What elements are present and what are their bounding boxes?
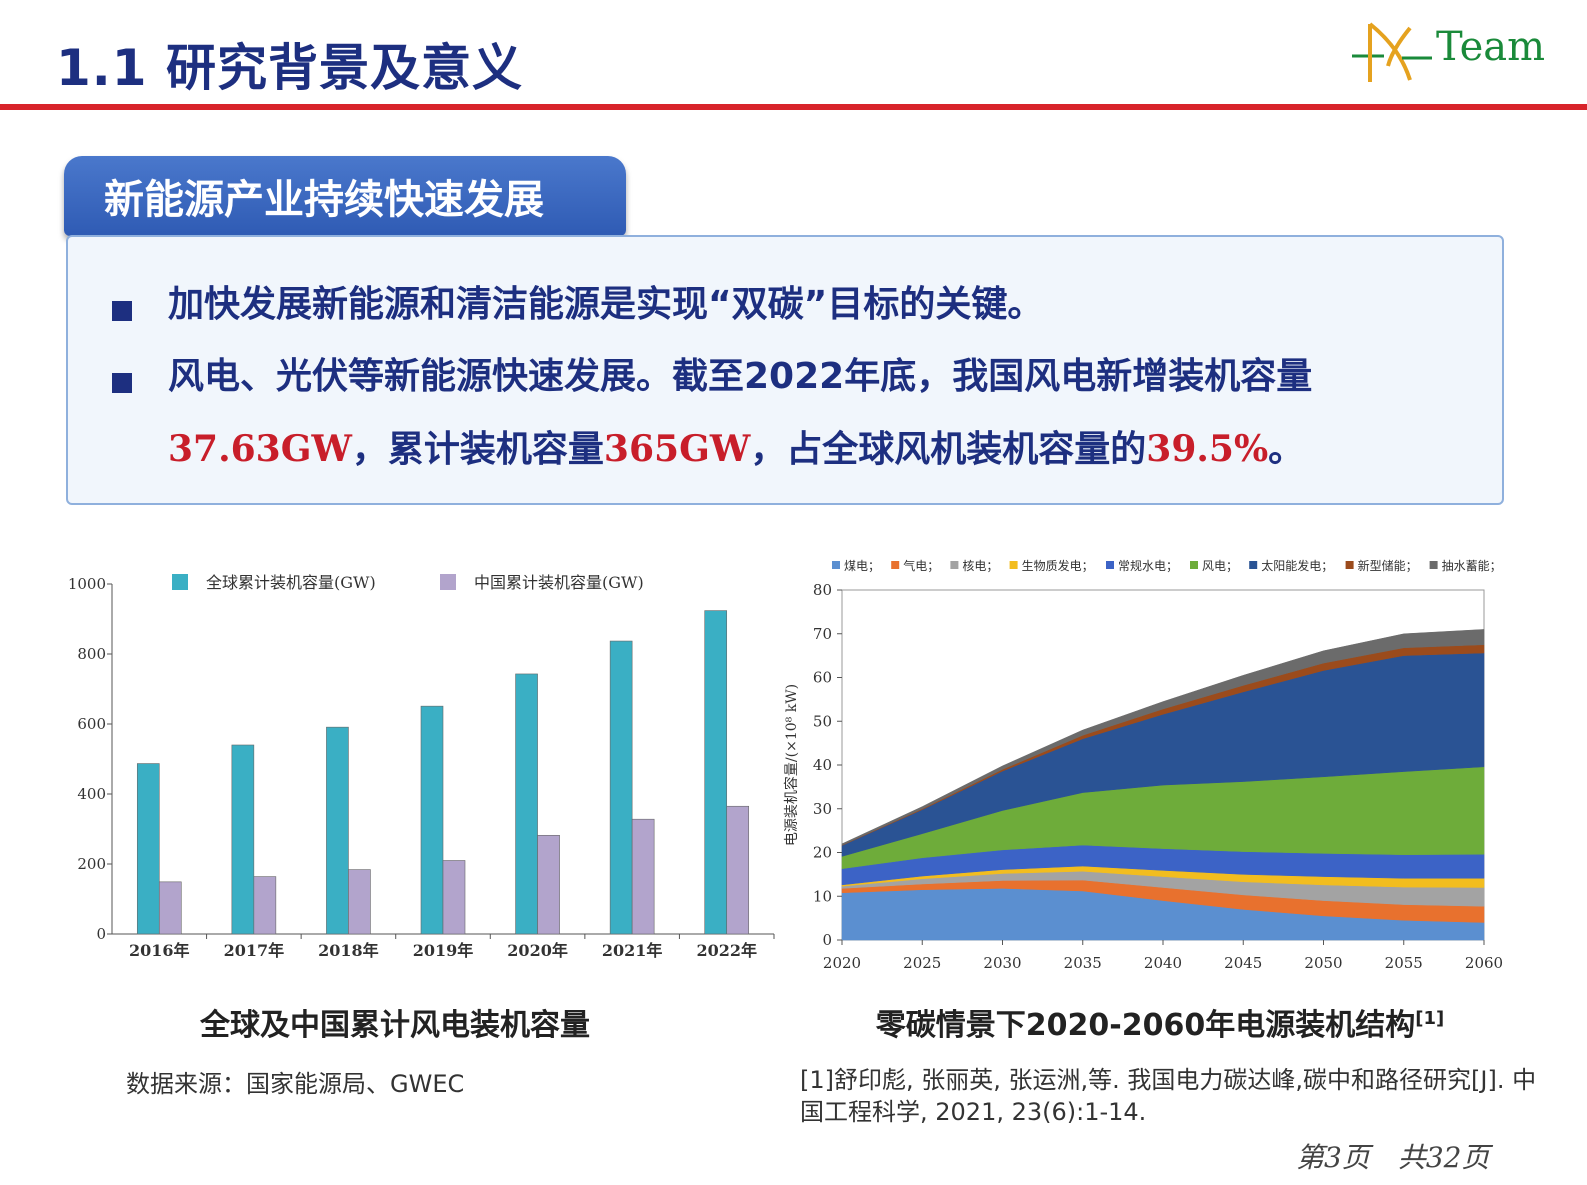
legend-label: 风电； [1202,559,1238,573]
y-tick-label: 0 [96,925,106,943]
legend-swatch [1190,561,1198,569]
x-tick-label: 2016年 [129,941,190,960]
x-tick-label: 2030 [983,954,1021,972]
bar [348,869,371,935]
legend-label: 太阳能发电； [1261,558,1333,573]
y-axis-label: 电源装机容量/(×10⁸ kW) [783,684,800,846]
section-label: 新能源产业持续快速发展 [104,177,544,223]
wind-capacity-bar-chart: 0 200 400 600 800 1000 2016年 2017年 2018年 2019年 202… [68,573,775,960]
x-tick-label: 2045 [1224,954,1262,972]
x-tick-label: 2055 [1385,954,1423,972]
bar [631,818,655,935]
bullet-text: 加快发展新能源和清洁能源是实现“双碳”目标的关键。 [168,284,1044,325]
data-source-note: 数据来源：国家能源局、GWEC [126,1070,465,1098]
content-box: 加快发展新能源和清洁能源是实现“双碳”目标的关键。 风电、光伏等新能源快速发展。… [66,235,1504,505]
bar [158,881,182,935]
new-capacity-value: 37.63GW [168,428,352,470]
bullet-item: 风电、光伏等新能源快速发展。截至2022年底，我国风电新增装机容量 37.63GW… [112,356,1488,486]
legend-label: 生物质发电； [1022,558,1094,573]
legend-swatch [950,561,959,569]
y-tick-label: 0 [822,931,832,949]
bar [704,610,728,935]
bullet-text-part: 。 [1268,429,1305,470]
section-tab: 新能源产业持续快速发展 [64,156,626,236]
legend-label: 全球累计装机容量(GW) [206,573,376,592]
bar [253,876,277,935]
bullet-text-part: ，累计装机容量 [351,429,604,470]
x-tick-label: 2018年 [318,941,379,960]
bullet-text-part: ，占全球风机装机容量的 [750,429,1147,470]
bar [136,763,160,935]
slide-title: 1.1 研究背景及意义 [56,39,523,97]
legend-label: 中国累计装机容量(GW) [474,573,644,592]
page-number: 第3页 共32页 [1296,1141,1490,1174]
x-tick-label: 2050 [1304,954,1342,972]
y-tick-label: 10 [813,887,832,905]
x-tick-label: 2035 [1064,954,1102,972]
y-tick-label: 70 [813,625,832,643]
legend-swatch [1249,561,1258,569]
legend-label: 常规水电； [1118,558,1178,573]
right-chart-caption: 零碳情景下2020-2060年电源装机结构[1] [800,1000,1520,1044]
legend-swatch [172,574,188,590]
y-tick-label: 50 [813,712,832,730]
bar [420,705,444,935]
x-tick-label: 2025 [903,954,941,972]
team-logo [1352,22,1432,82]
x-tick-label: 2019年 [413,941,474,960]
legend-swatch [1429,561,1438,569]
legend-label: 煤电； [844,559,880,573]
legend-label: 新型储能； [1358,558,1418,573]
x-tick-label: 2020年 [507,941,568,960]
y-tick-label: 40 [813,756,832,774]
x-tick-label: 2040 [1144,954,1182,972]
legend-swatch [440,574,456,590]
right-caption-text: 零碳情景下2020-2060年电源装机结构 [875,1008,1416,1043]
legend-swatch [832,561,840,569]
y-tick-label: 600 [77,715,106,733]
legend-label: 核电； [962,559,998,573]
logo-text: Team [1436,24,1546,70]
bullet-item: 加快发展新能源和清洁能源是实现“双碳”目标的关键。 [112,284,1488,341]
legend-label: 抽水蓄能； [1442,559,1502,573]
y-tick-label: 30 [813,800,832,818]
legend-swatch [1106,561,1114,569]
y-tick-label: 60 [813,669,832,687]
x-tick-label: 2017年 [224,941,285,960]
bar [726,805,750,935]
bar [231,744,255,935]
legend-label: 气电； [903,558,939,573]
y-tick-label: 800 [77,645,106,663]
header-divider [0,104,1587,110]
bullet-square-icon [112,301,132,321]
bar [326,726,349,935]
reference-note: [1]舒印彪, 张丽英, 张运洲,等. 我国电力碳达峰,碳中和路径研究[J]. … [800,1066,1537,1126]
x-tick-label: 2022年 [696,941,757,960]
global-share-value: 39.5% [1146,428,1269,470]
bullet-text-part: 风电、光伏等新能源快速发展。截至2022年底，我国风电新增装机容量 [168,356,1313,397]
bar [442,860,466,935]
bar [609,640,633,935]
right-caption-citation: [1] [1415,1008,1445,1029]
x-tick-label: 2021年 [602,941,663,960]
y-tick-label: 1000 [68,575,106,593]
bullet-square-icon [112,373,132,393]
y-tick-label: 400 [77,785,106,803]
y-tick-label: 80 [813,581,832,599]
area-series-8 [841,629,1485,846]
left-chart-caption: 全球及中国累计风电装机容量 [200,1008,590,1043]
legend-swatch [1009,561,1018,569]
cumulative-capacity-value: 365GW [603,428,751,470]
x-tick-label: 2020 [823,954,861,972]
bar [515,673,538,935]
x-tick-label: 2060 [1465,954,1503,972]
y-tick-label: 20 [813,844,832,862]
legend-swatch [891,561,900,569]
y-tick-label: 200 [77,855,106,873]
legend-swatch [1345,561,1354,569]
bullet-text: 风电、光伏等新能源快速发展。截至2022年底，我国风电新增装机容量 37.63GW… [168,341,1488,486]
bar [537,834,560,935]
